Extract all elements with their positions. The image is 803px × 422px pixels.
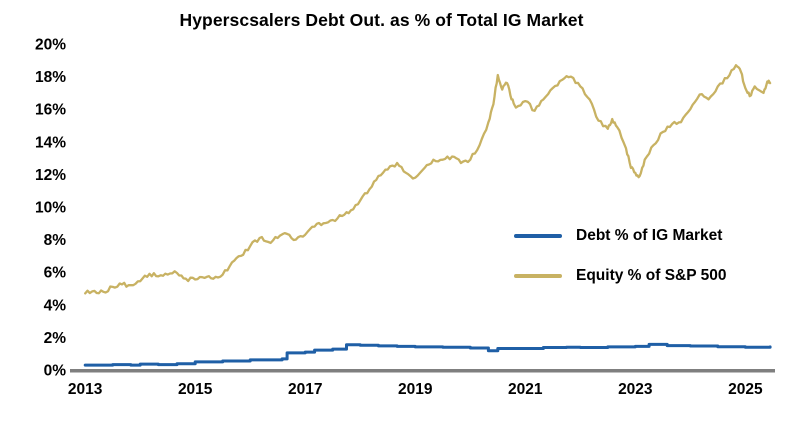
x-tick-label: 2015 bbox=[178, 381, 213, 398]
y-tick-label: 8% bbox=[44, 232, 67, 249]
legend-item-debt: Debt % of IG Market bbox=[514, 221, 726, 251]
y-tick-label: 6% bbox=[44, 265, 67, 282]
x-tick-label: 2021 bbox=[508, 381, 543, 398]
x-tick-label: 2023 bbox=[618, 381, 653, 398]
x-tick-label: 2013 bbox=[68, 381, 103, 398]
legend-label-equity: Equity % of S&P 500 bbox=[576, 267, 727, 284]
y-tick-label: 16% bbox=[35, 102, 66, 119]
y-tick-label: 4% bbox=[44, 297, 67, 314]
y-tick-label: 10% bbox=[35, 200, 66, 217]
equity-line-swatch bbox=[514, 274, 562, 278]
y-tick-label: 2% bbox=[44, 330, 67, 347]
y-tick-label: 20% bbox=[35, 37, 66, 54]
x-axis-line bbox=[70, 369, 775, 373]
y-tick-label: 14% bbox=[35, 134, 66, 151]
debt-line-swatch bbox=[514, 234, 562, 238]
legend-label-debt: Debt % of IG Market bbox=[576, 227, 723, 244]
debt-series-line bbox=[83, 342, 772, 367]
chart-legend: Debt % of IG Market Equity % of S&P 500 bbox=[514, 221, 726, 301]
x-tick-label: 2017 bbox=[288, 381, 322, 398]
equity-series-line bbox=[84, 64, 772, 295]
legend-item-equity: Equity % of S&P 500 bbox=[514, 261, 726, 291]
y-tick-label: 12% bbox=[35, 167, 66, 184]
y-tick-label: 0% bbox=[44, 363, 67, 380]
x-tick-label: 2025 bbox=[728, 381, 763, 398]
y-tick-label: 18% bbox=[35, 69, 66, 86]
x-tick-label: 2019 bbox=[398, 381, 433, 398]
chart-title: Hyperscsalers Debt Out. as % of Total IG… bbox=[179, 10, 584, 30]
